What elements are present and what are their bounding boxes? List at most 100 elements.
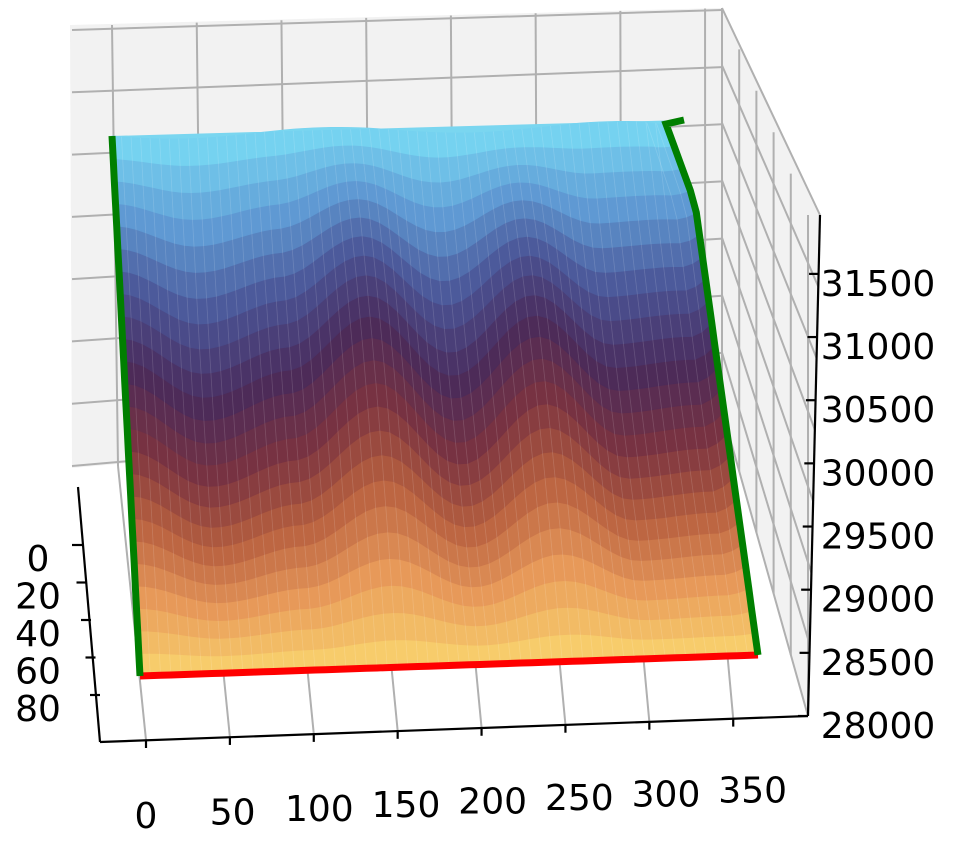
surface-mesh-line (531, 127, 594, 661)
side-grid-line (721, 65, 820, 287)
surface-mesh-line (311, 127, 357, 669)
surface-mesh-line (178, 138, 213, 674)
axes (76, 214, 822, 744)
surface-mesh-line (588, 122, 656, 659)
surface-top (112, 120, 684, 139)
surface-mesh-line (445, 132, 501, 664)
surface-mesh-line (550, 125, 615, 660)
surface-mesh-line (187, 138, 223, 674)
surface-mesh-line (635, 121, 707, 657)
side-grid-line (721, 409, 809, 717)
surface-mesh-line (321, 127, 367, 669)
side-grid-line (721, 294, 813, 574)
surface-mesh-line (349, 127, 398, 668)
y-tick-label: 60 (15, 652, 61, 693)
surface-mesh-line (512, 129, 573, 662)
surface-mesh-line (369, 128, 419, 667)
surface-mesh-line (559, 124, 625, 660)
surface-mesh-line (655, 122, 728, 657)
surface-mesh-line (540, 126, 604, 661)
surface-mesh-line (245, 133, 285, 672)
z-tick-label: 28000 (821, 706, 936, 747)
side-grid-line (721, 7, 821, 216)
surface-mesh-line (656, 123, 749, 656)
x-ticks: 0 50 100 150 200 250 300 350 (135, 718, 787, 837)
side-grid-line (721, 237, 815, 502)
surface-mesh-line (492, 131, 553, 663)
surface-mesh-line (645, 121, 718, 657)
z-grid-line (71, 9, 723, 31)
surface-mesh-line (197, 137, 234, 673)
y-axis-line (76, 486, 102, 743)
surface-mesh-line (235, 134, 275, 672)
surface-mesh-line (388, 129, 440, 666)
surface-mesh-line (626, 121, 697, 658)
x-tick-label: 100 (285, 789, 354, 830)
x-tick-label: 250 (545, 778, 614, 819)
surface-mesh-line (168, 138, 203, 674)
surface-mesh-line (454, 132, 512, 664)
x-tick-label: 150 (372, 785, 441, 826)
surface-mesh-line (464, 132, 522, 664)
surface-mesh-line (416, 131, 470, 665)
y-tick-label: 80 (15, 689, 61, 730)
x-tick-label: 0 (135, 796, 158, 837)
surface-mesh-line (292, 129, 337, 670)
surface-mesh-line (378, 128, 429, 667)
z-tick-label: 29000 (821, 580, 936, 621)
surface-mesh-line (607, 121, 676, 658)
surface (111, 120, 759, 677)
surface-mesh-line (264, 131, 306, 671)
surface-mesh-line (159, 138, 192, 675)
surface-mesh-line (483, 131, 543, 663)
surface-mesh-line (646, 122, 738, 656)
side-grid-line (721, 352, 811, 645)
surface-mesh-line (426, 131, 481, 665)
z-grid-line (71, 66, 723, 94)
z-tick-label: 29500 (821, 517, 936, 558)
surface-mesh-line (597, 121, 666, 659)
surface-mesh-line (302, 128, 347, 670)
surface-mesh-line (130, 137, 161, 676)
surface-mesh-line (407, 130, 460, 666)
surface-mesh-line (502, 130, 563, 662)
y-tick-label: 0 (27, 539, 50, 580)
surface-mesh-line (283, 129, 326, 670)
surface-mesh-line (254, 132, 295, 671)
surface-mesh-line (521, 128, 584, 662)
floor-grid-line (117, 465, 147, 741)
surface-mesh-line (397, 129, 450, 666)
z-tick-label: 28500 (821, 643, 936, 684)
z-tick-label: 31500 (821, 264, 936, 305)
z-tick-label: 30500 (821, 390, 936, 431)
surface-mesh-line (121, 136, 151, 676)
surface-mesh-line (578, 123, 646, 659)
surface-mesh-line (149, 138, 182, 675)
y-tick-label: 20 (15, 577, 61, 618)
surface-mesh-line (206, 137, 244, 673)
surface-mesh-line (359, 127, 409, 667)
right-edge-line (661, 116, 762, 656)
x-axis-line (99, 714, 809, 744)
surface-edges (108, 116, 762, 680)
z-tick-label: 30000 (821, 453, 936, 494)
y-tick-label: 40 (15, 614, 61, 655)
x-tick-label: 300 (632, 774, 701, 815)
left-edge-line (108, 135, 144, 677)
bottom-edge-line (139, 651, 759, 680)
side-grid-line (721, 122, 818, 359)
z-axis-line (806, 214, 822, 717)
surface-mesh-line (616, 121, 687, 658)
surface-mesh-line (273, 130, 316, 671)
surface-mesh-line (340, 127, 388, 668)
surface-mesh-line (330, 127, 378, 669)
x-tick-label: 200 (458, 782, 527, 823)
x-tick-label: 350 (718, 771, 787, 812)
surface-mesh-line (473, 132, 532, 663)
z-tick-label: 31000 (821, 327, 936, 368)
surface-mesh-line (140, 137, 172, 676)
side-grid-line (721, 179, 816, 431)
surface-mesh-line (216, 136, 254, 673)
